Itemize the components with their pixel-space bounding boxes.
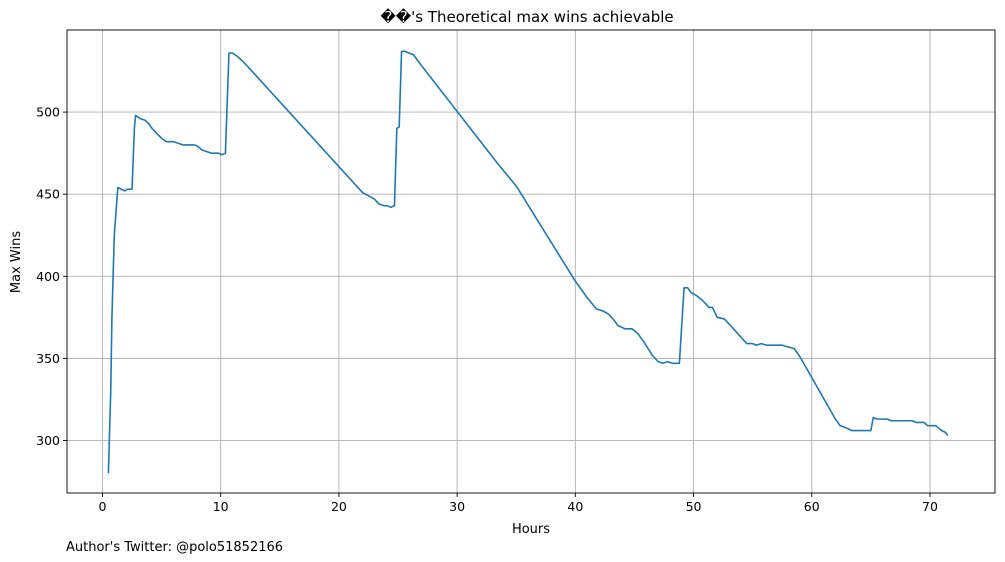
plot-frame bbox=[66, 29, 996, 494]
x-tick-label: 50 bbox=[686, 499, 702, 514]
ticks: 0 10 20 30 40 50 60 70 300 350 400 450 500 bbox=[36, 105, 938, 514]
grid bbox=[67, 30, 995, 493]
x-tick-label: 70 bbox=[922, 499, 938, 514]
x-tick-label: 60 bbox=[804, 499, 820, 514]
x-tick-label: 10 bbox=[213, 499, 229, 514]
x-tick-label: 40 bbox=[567, 499, 583, 514]
series-line bbox=[107, 50, 949, 474]
x-tick-label: 30 bbox=[449, 499, 465, 514]
y-tick-label: 300 bbox=[36, 433, 60, 448]
y-tick-label: 450 bbox=[36, 187, 60, 202]
x-axis-label: Hours bbox=[512, 522, 550, 537]
chart-title: ��'s Theoretical max wins achievable bbox=[380, 8, 673, 26]
footer-text: Author's Twitter: @polo51852166 bbox=[66, 540, 283, 555]
y-tick-label: 500 bbox=[36, 105, 60, 120]
line-layer bbox=[107, 50, 949, 474]
x-tick-label: 20 bbox=[331, 499, 347, 514]
y-tick-label: 400 bbox=[36, 269, 60, 284]
x-tick-label: 0 bbox=[98, 499, 106, 514]
y-tick-label: 350 bbox=[36, 351, 60, 366]
y-axis-label: Max Wins bbox=[9, 231, 24, 293]
